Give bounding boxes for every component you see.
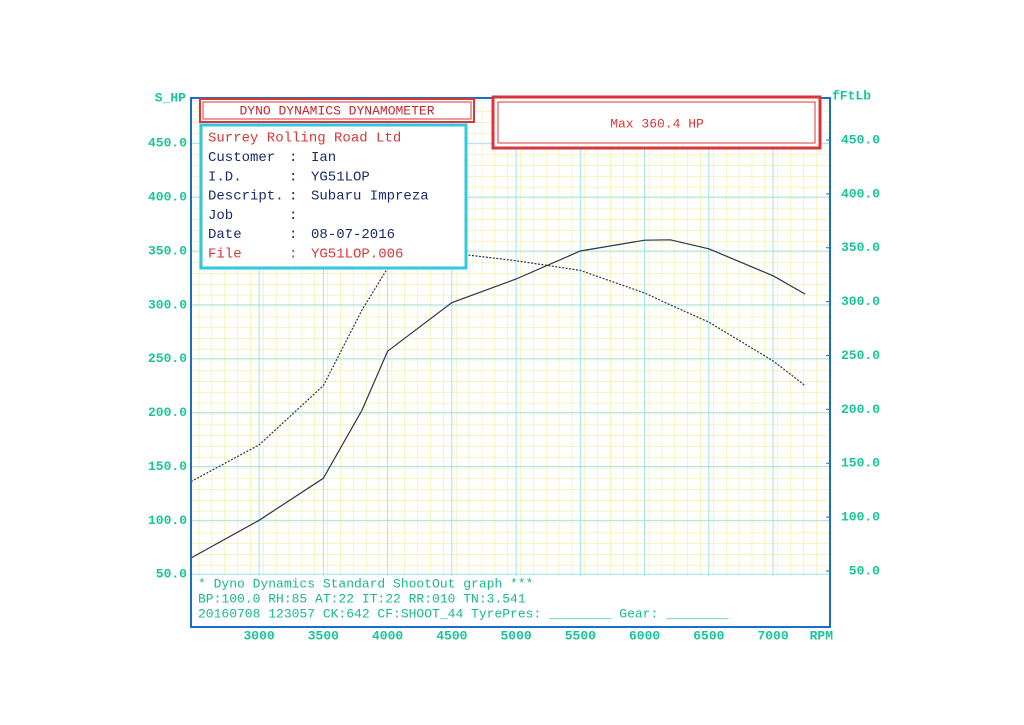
x-axis-label: RPM — [810, 628, 834, 643]
info-field: File — [208, 247, 242, 263]
y2-tick-label: 400.0 — [841, 186, 880, 201]
y-tick-label: 150.0 — [148, 459, 187, 474]
info-field: Ian — [311, 150, 336, 166]
y-tick-label: 300.0 — [148, 297, 187, 312]
y2-tick-label: 350.0 — [841, 240, 880, 255]
y2-tick-label: 200.0 — [841, 402, 880, 417]
x-tick-label: 7000 — [757, 628, 788, 643]
x-tick-label: 5500 — [565, 628, 596, 643]
info-box — [199, 123, 468, 270]
x-tick-label: 6000 — [629, 628, 660, 643]
overlays: 50.0 100.0 150.0 200.0 250.0 300.0 350.0 400.0 4… — [148, 88, 880, 643]
info-field: : — [289, 208, 297, 224]
y-axis-label: S_HP — [155, 90, 186, 105]
y2-tick-label: 250.0 — [841, 348, 880, 363]
footer-line: 20160708 123057 CK:642 CF:SHOOT_44 TyreP… — [198, 606, 729, 621]
badge-box — [199, 98, 475, 123]
max-box — [491, 95, 822, 150]
info-field: YG51LOP — [311, 169, 370, 185]
y-tick-label: 350.0 — [148, 243, 187, 258]
footer-line: BP:100.0 RH:85 AT:22 IT:22 RR:010 TN:3.5… — [198, 591, 526, 606]
y2-tick-label: 450.0 — [841, 132, 880, 147]
info-field: : — [289, 189, 297, 205]
info-field: Job — [208, 208, 233, 224]
y-tick-label: 50.0 — [156, 567, 187, 582]
x-tick-label: 6500 — [693, 628, 724, 643]
x-tick-label: 4000 — [372, 628, 403, 643]
x-tick-label: 3500 — [308, 628, 339, 643]
badge-inner — [202, 101, 472, 120]
info-field: : — [289, 169, 297, 185]
max-inner — [497, 101, 816, 144]
info-field: Descript. — [208, 189, 284, 205]
x-tick-label: 3000 — [243, 628, 274, 643]
footer-panel — [192, 577, 829, 626]
max-power: Max 360.4 HP — [610, 116, 704, 131]
y2-tick-label: 50.0 — [849, 563, 880, 578]
y2-tick-label: 300.0 — [841, 294, 880, 309]
info-field: Date — [208, 227, 242, 243]
footer-line: * Dyno Dynamics Standard ShootOut graph … — [198, 576, 533, 591]
info-field: : — [289, 227, 297, 243]
y-tick-label: 450.0 — [148, 136, 187, 151]
x-tick-label: 4500 — [436, 628, 467, 643]
info-field: I.D. — [208, 169, 242, 185]
y2-tick-label: 150.0 — [841, 456, 880, 471]
curves — [190, 239, 806, 559]
info-field: : — [289, 150, 297, 166]
y-tick-label: 250.0 — [148, 351, 187, 366]
y-tick-label: 100.0 — [148, 513, 187, 528]
info-field: Subaru Impreza — [311, 189, 429, 205]
info-field: 08-07-2016 — [311, 227, 395, 243]
y-tick-label: 200.0 — [148, 405, 187, 420]
info-field: Customer — [208, 150, 275, 166]
series-line — [190, 239, 806, 559]
series-line — [190, 252, 806, 483]
y2-tick-label: 100.0 — [841, 510, 880, 525]
info-field: : — [289, 247, 297, 263]
y-tick-label: 400.0 — [148, 190, 187, 205]
y2-axis-label: fFtLb — [832, 88, 871, 103]
badge: DYNO DYNAMICS DYNAMOMETER — [239, 103, 434, 118]
info-field: Surrey Rolling Road Ltd — [208, 131, 401, 147]
info-field: YG51LOP.006 — [311, 247, 403, 263]
x-tick-label: 5000 — [500, 628, 531, 643]
